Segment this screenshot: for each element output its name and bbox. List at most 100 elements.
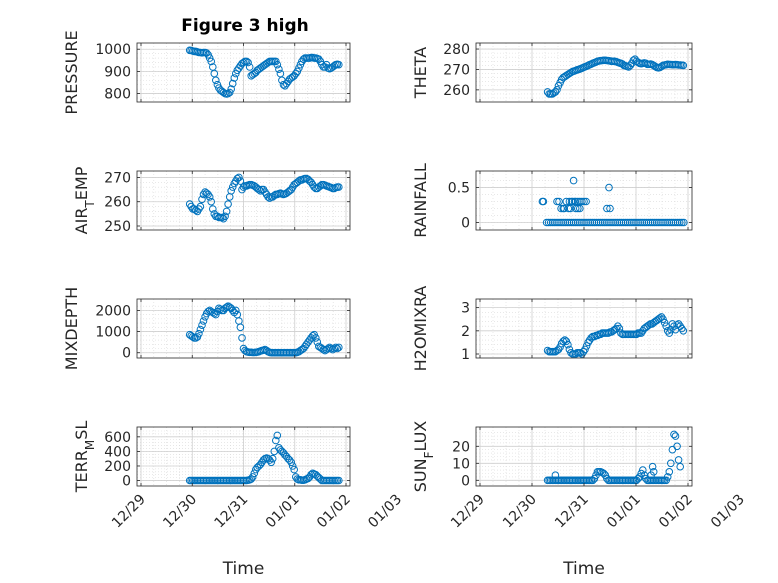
y-tick-label: 260 xyxy=(104,195,131,211)
data-point xyxy=(576,204,584,213)
data-point xyxy=(198,195,206,204)
data-point xyxy=(562,337,571,346)
data-point xyxy=(248,473,257,481)
data-point xyxy=(227,85,235,93)
data-point xyxy=(560,204,569,213)
x-tick-label: 12/31 xyxy=(552,492,592,532)
data-point xyxy=(582,342,591,350)
y-tick-label: 0 xyxy=(122,474,131,490)
data-point xyxy=(662,476,671,485)
data-point xyxy=(268,454,277,463)
data-point xyxy=(578,197,586,206)
data-point xyxy=(212,76,220,85)
data-point xyxy=(679,327,688,335)
data-point xyxy=(648,462,657,471)
data-point xyxy=(564,204,573,213)
y-tick-label: 0 xyxy=(461,473,470,489)
data-point xyxy=(207,197,215,206)
data-point xyxy=(292,69,300,78)
data-point xyxy=(614,322,622,331)
data-point xyxy=(645,321,653,329)
data-point xyxy=(236,323,245,332)
subplot-5: 0 1000 2000 MIXDEPTH xyxy=(62,287,351,370)
data-point xyxy=(295,64,303,72)
data-point xyxy=(247,475,255,483)
data-point xyxy=(551,471,560,480)
series xyxy=(185,173,343,223)
x-tick-label: 12/31 xyxy=(211,492,251,532)
data-point xyxy=(574,204,582,213)
data-point xyxy=(273,431,282,440)
data-point xyxy=(225,88,234,97)
subplot-6: 1 2 3 H2OMIXRA xyxy=(411,286,693,371)
data-point xyxy=(660,318,669,327)
data-point xyxy=(615,324,624,333)
data-point xyxy=(657,313,666,321)
data-point xyxy=(273,60,282,69)
data-point xyxy=(239,58,248,67)
y-tick-label: 2 xyxy=(461,324,470,340)
data-point xyxy=(659,315,667,324)
y-tick-label: 400 xyxy=(104,444,131,460)
y-tick-label: 280 xyxy=(443,42,470,58)
data-point xyxy=(579,347,588,356)
series xyxy=(543,430,685,485)
data-point xyxy=(222,207,231,216)
y-tick-label: 1000 xyxy=(95,42,131,58)
data-point xyxy=(571,204,580,213)
data-point xyxy=(224,200,232,208)
series xyxy=(185,302,343,357)
y-axis-label: MIXDEPTH xyxy=(62,287,81,370)
data-point xyxy=(667,459,675,468)
data-point xyxy=(275,65,283,73)
data-point xyxy=(649,468,658,476)
x-tick-label: 12/30 xyxy=(500,492,540,532)
major-grid xyxy=(137,171,350,230)
data-point xyxy=(244,58,252,67)
y-tick-label: 2000 xyxy=(95,303,131,319)
data-point xyxy=(199,317,208,325)
data-point xyxy=(288,462,297,470)
x-tick-label: 01/02 xyxy=(314,492,354,532)
y-tick-label: 0 xyxy=(122,346,131,362)
y-tick-label: 270 xyxy=(104,170,131,186)
data-point xyxy=(324,344,332,353)
x-tick-label: 01/01 xyxy=(604,492,644,532)
x-axis-label: Time xyxy=(562,559,605,579)
data-point xyxy=(205,193,214,201)
y-tick-label: 800 xyxy=(104,87,131,103)
x-tick-label: 01/03 xyxy=(708,492,748,532)
data-point xyxy=(551,88,560,96)
y-tick-label: 200 xyxy=(104,459,131,475)
data-point xyxy=(673,442,681,451)
data-point xyxy=(236,177,245,185)
data-point xyxy=(228,79,237,88)
data-point xyxy=(603,204,611,213)
data-point xyxy=(267,458,276,467)
data-point xyxy=(679,61,688,70)
data-point xyxy=(221,212,229,221)
y-tick-label: 600 xyxy=(104,430,131,446)
series xyxy=(543,313,688,358)
data-point xyxy=(580,197,588,206)
series xyxy=(543,55,688,98)
subplot-4: 0 0.5 RAINFALL xyxy=(411,163,693,238)
data-point xyxy=(238,334,246,342)
y-axis-label: AIRTEMP xyxy=(72,166,97,234)
data-point xyxy=(665,468,674,476)
data-point xyxy=(565,197,574,206)
data-point xyxy=(663,327,672,335)
data-point xyxy=(209,205,217,213)
data-point xyxy=(569,176,578,185)
data-point xyxy=(222,303,231,312)
x-tick-label: 01/03 xyxy=(365,492,405,532)
subplot-2: 260 270 280 THETA xyxy=(411,42,693,103)
data-point xyxy=(219,214,228,223)
subplot-1: 800 900 1000 PRESSURE xyxy=(62,30,351,115)
data-point xyxy=(315,55,323,64)
data-point xyxy=(196,202,205,211)
data-point xyxy=(228,183,237,191)
